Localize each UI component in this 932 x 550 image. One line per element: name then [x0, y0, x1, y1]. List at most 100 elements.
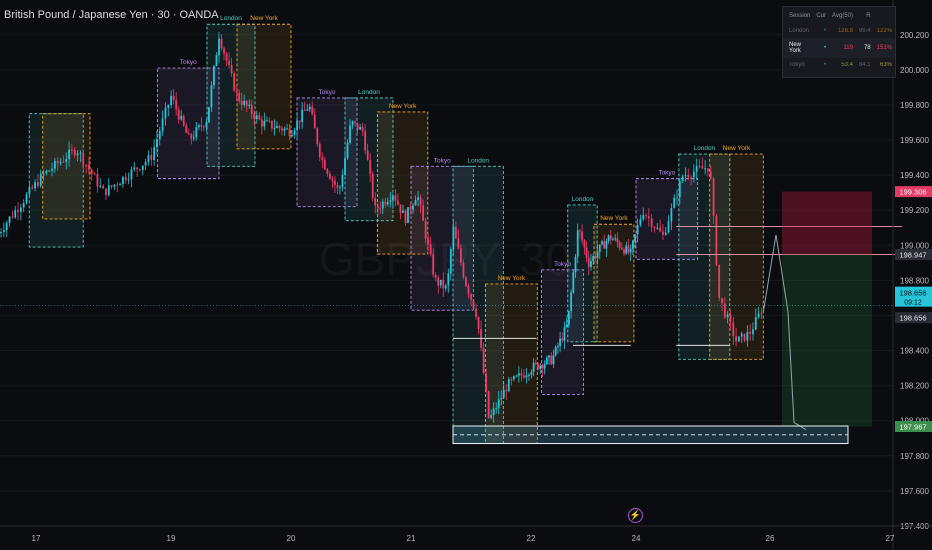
- stats-row-tokyo: Tokyo • 53.4 84.1 63%: [783, 58, 895, 72]
- price-label: 198.656: [899, 289, 926, 298]
- candle-body: [45, 170, 48, 174]
- candle-body: [354, 121, 356, 123]
- candle-body: [283, 128, 286, 131]
- price-label-bg: [895, 186, 932, 198]
- candle-body: [502, 389, 505, 398]
- candle-body: [56, 160, 59, 164]
- candle-body: [208, 107, 210, 123]
- candle-body: [73, 149, 76, 156]
- candle-body: [650, 218, 653, 228]
- position-stop-zone: [782, 254, 872, 427]
- candle-body: [414, 200, 417, 206]
- candle-body: [225, 53, 228, 61]
- candle-body: [477, 316, 480, 330]
- candle-body: [113, 184, 116, 187]
- time-tick-label: 24: [632, 534, 641, 543]
- candle-body: [614, 238, 617, 240]
- drawings[interactable]: [0, 191, 902, 445]
- candle-body: [334, 180, 336, 186]
- candle-body: [31, 187, 34, 189]
- candle-body: [180, 115, 183, 120]
- candle-body: [707, 168, 709, 172]
- candle-body: [102, 185, 104, 189]
- candle-body: [296, 120, 299, 131]
- candle-body: [662, 231, 664, 235]
- candle-body: [605, 241, 608, 249]
- candle-body: [574, 256, 577, 273]
- candle-body: [721, 298, 723, 304]
- lightning-icon[interactable]: ⚡: [628, 508, 643, 523]
- candle-body: [192, 137, 195, 139]
- candle-body: [130, 169, 133, 180]
- candle-body: [250, 104, 253, 115]
- candle-body: [620, 247, 623, 250]
- candle-body: [164, 107, 167, 119]
- price-tick-label: 199.600: [900, 136, 929, 145]
- candle-body: [303, 109, 306, 111]
- candle-body: [82, 152, 85, 165]
- candle-body: [537, 363, 539, 370]
- candle-body: [444, 285, 447, 289]
- candle-body: [308, 106, 311, 110]
- candle-body: [559, 338, 561, 347]
- candle-body: [523, 375, 525, 378]
- candle-body: [65, 159, 68, 162]
- candle-body: [752, 329, 754, 335]
- candle-body: [579, 230, 581, 232]
- candles: [0, 32, 763, 423]
- candle-body: [215, 55, 218, 66]
- symbol-title[interactable]: British Pound / Japanese Yen · 30 · OAND…: [4, 9, 219, 21]
- candle-body: [228, 60, 230, 66]
- candle-body: [349, 125, 351, 143]
- candle-body: [311, 106, 314, 115]
- stats-header-session: Session: [789, 13, 811, 19]
- candle-body: [139, 169, 141, 171]
- candle-body: [427, 238, 430, 245]
- candle-body: [550, 355, 553, 365]
- candle-body: [68, 149, 70, 160]
- candle-body: [397, 200, 399, 205]
- time-tick-label: 21: [407, 534, 416, 543]
- candle-body: [185, 125, 188, 134]
- candle-body: [601, 241, 603, 245]
- candle-body: [88, 164, 90, 170]
- grid: [0, 34, 893, 527]
- countdown-label: 09:12: [904, 300, 922, 307]
- candle-body: [48, 170, 51, 172]
- price-tick-label: 198.200: [900, 382, 929, 391]
- candle-body: [412, 205, 414, 210]
- candle-body: [190, 134, 193, 139]
- candle-body: [543, 363, 546, 369]
- candle-body: [407, 207, 409, 224]
- candle-body: [5, 222, 8, 231]
- price-tick-label: 197.800: [900, 452, 929, 461]
- candle-body: [54, 160, 56, 169]
- price-tick-label: 200.200: [900, 31, 929, 40]
- candle-body: [709, 171, 712, 179]
- candle-body: [749, 331, 752, 335]
- candle-body: [167, 104, 170, 108]
- candle-body: [532, 362, 535, 372]
- candle-body: [417, 197, 419, 201]
- projection-path: [762, 234, 807, 430]
- candle-body: [28, 187, 31, 195]
- candle-body: [76, 153, 79, 156]
- candle-body: [743, 333, 746, 341]
- candle-body: [150, 155, 153, 160]
- candle-body: [554, 346, 557, 356]
- candle-body: [230, 65, 233, 74]
- candle-body: [462, 262, 465, 278]
- candle-body: [561, 338, 564, 341]
- candle-body: [339, 187, 341, 189]
- candle-body: [147, 155, 150, 163]
- candle-body: [119, 184, 122, 186]
- candle-body: [422, 205, 425, 221]
- candle-body: [695, 166, 698, 172]
- candle-body: [726, 314, 729, 318]
- candle-body: [525, 375, 528, 378]
- candle-body: [732, 322, 735, 337]
- candle-body: [39, 173, 42, 186]
- candle-body: [495, 408, 498, 410]
- session-label: London: [358, 89, 380, 96]
